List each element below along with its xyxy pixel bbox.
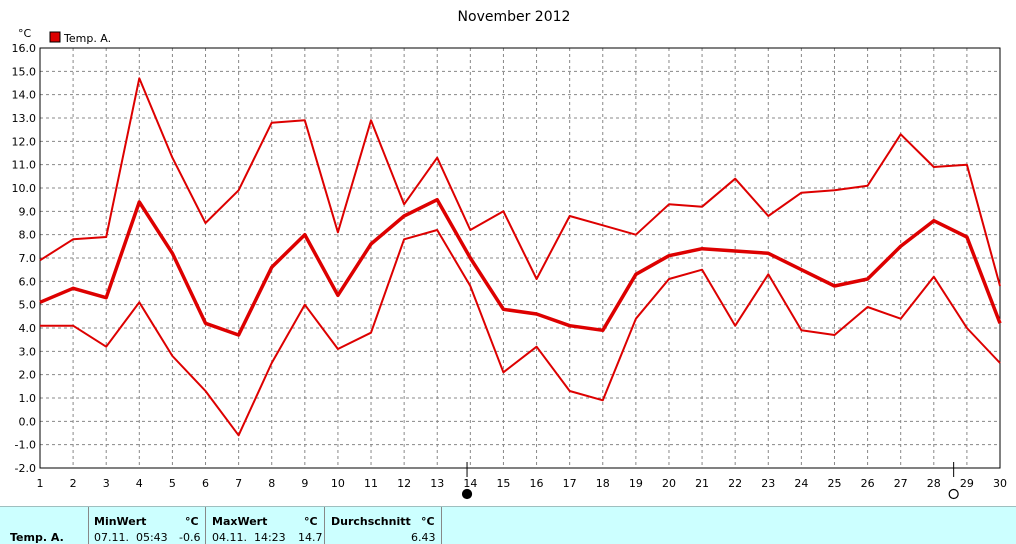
- y-tick-label: 7.0: [19, 252, 37, 265]
- x-tick-label: 6: [202, 477, 209, 490]
- legend-swatch: [49, 31, 61, 43]
- series-line-0: [39, 77, 1001, 287]
- x-tick-label: 19: [629, 477, 643, 490]
- chart-title: November 2012: [458, 9, 571, 25]
- x-tick-label: 22: [728, 477, 742, 490]
- x-tick-label: 26: [861, 477, 875, 490]
- moon-markers: [461, 462, 959, 500]
- x-tick-label: 2: [70, 477, 77, 490]
- x-tick-label: 28: [927, 477, 941, 490]
- grid: [40, 48, 1000, 468]
- stats-min-value: -0.6: [179, 531, 201, 544]
- y-tick-label: 3.0: [19, 345, 37, 358]
- stats-avg-header: Durchschnitt: [331, 515, 411, 528]
- y-tick-label: 6.0: [19, 275, 37, 288]
- plot-frame: [39, 47, 1001, 469]
- stats-max-cell: MaxWert °C 04.11. 14:23 14.7: [206, 507, 325, 544]
- series-line-1: [39, 197, 1002, 337]
- stats-series-cell: Temp. A.: [0, 507, 89, 544]
- y-tick-label: 14.0: [12, 89, 37, 102]
- y-tick-label: 5.0: [19, 299, 37, 312]
- y-tick-label: 9.0: [19, 205, 37, 218]
- x-tick-label: 4: [136, 477, 143, 490]
- stats-avg-unit: °C: [421, 515, 435, 528]
- y-tick-label: -2.0: [15, 462, 36, 475]
- x-tick-label: 23: [761, 477, 775, 490]
- x-tick-label: 18: [596, 477, 610, 490]
- x-tick-label: 7: [235, 477, 242, 490]
- x-tick-label: 24: [794, 477, 808, 490]
- x-tick-label: 5: [169, 477, 176, 490]
- x-tick-label: 12: [397, 477, 411, 490]
- stats-max-header: MaxWert: [212, 515, 268, 528]
- x-tick-label: 15: [496, 477, 510, 490]
- stats-panel: Temp. A. MinWert °C 07.11. 05:43 -0.6 Ma…: [0, 506, 1016, 544]
- y-tick-label: 1.0: [19, 392, 37, 405]
- x-tick-label: 14: [463, 477, 477, 490]
- y-tick-label: 15.0: [12, 65, 37, 78]
- stats-max-datetime: 04.11. 14:23: [212, 531, 286, 544]
- stats-max-value: 14.7: [298, 531, 323, 544]
- x-tick-label: 16: [530, 477, 544, 490]
- stats-avg-cell: Durchschnitt °C 6.43: [325, 507, 442, 544]
- y-tick-label: 8.0: [19, 229, 37, 242]
- stats-min-datetime: 07.11. 05:43: [94, 531, 168, 544]
- x-tick-label: 3: [103, 477, 110, 490]
- x-tick-label: 27: [894, 477, 908, 490]
- stats-min-unit: °C: [185, 515, 199, 528]
- y-tick-label: 2.0: [19, 369, 37, 382]
- y-tick-label: -1.0: [15, 439, 36, 452]
- x-tick-label: 10: [331, 477, 345, 490]
- y-tick-label: 12.0: [12, 135, 37, 148]
- x-tick-label: 8: [268, 477, 275, 490]
- x-tick-label: 13: [430, 477, 444, 490]
- x-tick-label: 20: [662, 477, 676, 490]
- series-group: [39, 77, 1002, 437]
- legend: Temp. A.: [49, 31, 111, 45]
- x-axis: 1 2 3 4 5 6 7 8 9 10 11 12 13 14 15 16 17 18 19 20 21 22 23 24 2…: [37, 477, 1008, 490]
- x-tick-label: 17: [563, 477, 577, 490]
- stats-max-unit: °C: [304, 515, 318, 528]
- stats-min-header: MinWert: [94, 515, 147, 528]
- y-tick-label: 11.0: [12, 159, 37, 172]
- y-axis-unit: °C: [18, 27, 32, 40]
- stats-min-cell: MinWert °C 07.11. 05:43 -0.6: [89, 507, 206, 544]
- series-line-2: [40, 229, 1001, 437]
- temperature-chart: November 2012 °C Temp. A. -2.0 -1.0 0.0 1.0…: [12, 9, 1008, 500]
- y-tick-label: 4.0: [19, 322, 37, 335]
- stats-avg-value: 6.43: [411, 531, 436, 544]
- stats-series-label: Temp. A.: [10, 531, 64, 544]
- y-tick-label: 0.0: [19, 415, 37, 428]
- y-axis: -2.0 -1.0 0.0 1.0 2.0 3.0 4.0 5.0 6.0 7.0 8.0 9.0 10…: [12, 42, 37, 475]
- full-moon-icon: [461, 488, 473, 500]
- legend-label: Temp. A.: [63, 32, 111, 45]
- x-tick-label: 9: [301, 477, 308, 490]
- x-tick-label: 11: [364, 477, 378, 490]
- y-tick-label: 13.0: [12, 112, 37, 125]
- y-tick-label: 16.0: [12, 42, 37, 55]
- x-tick-label: 25: [827, 477, 841, 490]
- x-tick-label: 30: [993, 477, 1007, 490]
- x-tick-label: 1: [37, 477, 44, 490]
- new-moon-icon: [948, 488, 959, 500]
- x-tick-label: 29: [960, 477, 974, 490]
- x-tick-label: 21: [695, 477, 709, 490]
- y-tick-label: 10.0: [12, 182, 37, 195]
